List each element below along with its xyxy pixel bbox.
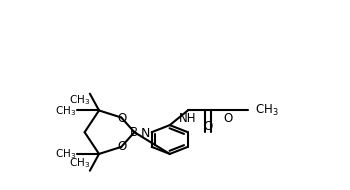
Text: B: B — [130, 126, 139, 139]
Text: NH: NH — [179, 112, 197, 124]
Text: O: O — [203, 120, 212, 133]
Text: O: O — [118, 112, 127, 125]
Text: CH$_3$: CH$_3$ — [256, 103, 279, 118]
Text: CH$_3$: CH$_3$ — [55, 147, 76, 161]
Text: N: N — [141, 127, 150, 140]
Text: O: O — [223, 112, 232, 124]
Text: CH$_3$: CH$_3$ — [69, 157, 90, 170]
Text: O: O — [118, 140, 127, 153]
Text: CH$_3$: CH$_3$ — [69, 93, 90, 107]
Text: CH$_3$: CH$_3$ — [55, 104, 76, 118]
